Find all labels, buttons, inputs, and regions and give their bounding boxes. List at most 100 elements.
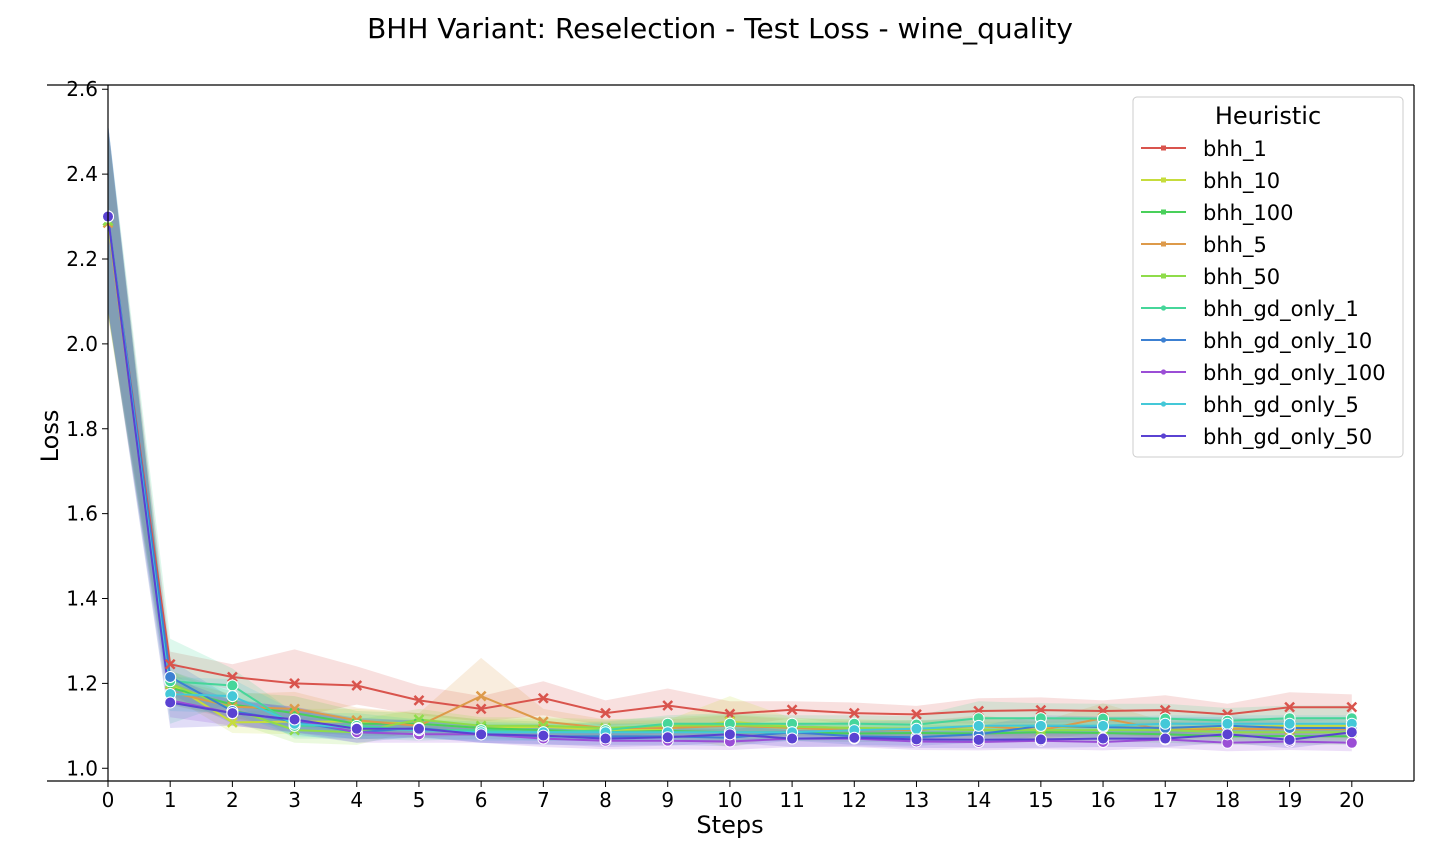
legend-title: Heuristic — [1215, 102, 1321, 130]
series-markers — [102, 210, 1358, 749]
point-bhh_gd_only_5 — [972, 719, 985, 732]
point-bhh_gd_only_50 — [910, 733, 923, 746]
point-bhh_gd_only_50 — [288, 713, 301, 726]
x-tick-label: 9 — [661, 788, 674, 812]
point-bhh_gd_only_50 — [723, 728, 736, 741]
legend-label: bhh_50 — [1203, 265, 1280, 290]
point-bhh_gd_only_50 — [537, 729, 550, 742]
axes — [47, 84, 1415, 782]
y-ticks: 1.0 1.2 1.4 1.6 1.8 2.0 2.2 2.4 2.6 — [66, 77, 108, 780]
point-bhh_gd_only_50 — [350, 722, 363, 735]
x-tick-label: 11 — [779, 788, 804, 812]
y-tick-label: 2.6 — [66, 77, 98, 101]
legend-item-bhh_gd_only_10: bhh_gd_only_10 — [1141, 329, 1372, 354]
chart-title: BHH Variant: Reselection - Test Loss - w… — [367, 12, 1073, 45]
y-tick-label: 1.6 — [66, 502, 98, 526]
x-axis-label: Steps — [696, 811, 763, 839]
point-bhh_gd_only_50 — [786, 732, 799, 745]
point-bhh_gd_only_50 — [661, 731, 674, 744]
point-stroke — [475, 703, 487, 715]
point-stroke — [289, 678, 300, 689]
point-bhh_1 — [537, 692, 549, 704]
point-bhh_gd_only_5 — [910, 722, 923, 735]
x-tick-label: 6 — [475, 788, 488, 812]
point-bhh_gd_only_50 — [164, 696, 177, 709]
point-bhh_gd_only_50 — [972, 733, 985, 746]
x-tick-label: 3 — [288, 788, 301, 812]
point-stroke — [662, 700, 674, 711]
point-bhh_10 — [226, 717, 238, 728]
point-bhh_1 — [164, 658, 176, 670]
point-bhh_1 — [351, 680, 363, 691]
legend-label: bhh_gd_only_5 — [1203, 393, 1359, 418]
x-tick-label: 14 — [966, 788, 991, 812]
y-tick-label: 1.8 — [66, 417, 98, 441]
legend-item-bhh_gd_only_5: bhh_gd_only_5 — [1141, 393, 1359, 418]
x-tick-label: 17 — [1153, 788, 1178, 812]
legend-item-bhh_100: bhh_100 — [1141, 201, 1294, 226]
point-bhh_gd_only_50 — [599, 732, 612, 745]
legend-marker — [1160, 433, 1167, 439]
point-bhh_gd_only_50 — [1034, 733, 1047, 746]
point-bhh_gd_only_50 — [848, 731, 861, 744]
confidence-bands — [108, 123, 1352, 752]
x-ticks: 0 1 2 3 4 5 6 7 8 9 10 11 12 13 14 15 16 17 18 19 20 — [102, 781, 1365, 812]
legend-label: bhh_gd_only_50 — [1203, 425, 1372, 450]
y-tick-label: 2.0 — [66, 332, 98, 356]
y-tick-label: 2.2 — [66, 247, 98, 271]
legend-marker — [1161, 241, 1166, 247]
legend-item-bhh_1: bhh_1 — [1141, 137, 1267, 162]
point-stroke — [413, 694, 425, 706]
x-tick-label: 2 — [226, 788, 239, 812]
x-tick-label: 19 — [1277, 788, 1302, 812]
point-bhh_gd_only_5 — [1283, 717, 1296, 730]
legend-label: bhh_1 — [1203, 137, 1267, 162]
point-bhh_1 — [226, 671, 238, 683]
x-tick-label: 1 — [164, 788, 177, 812]
point-stroke — [911, 708, 922, 720]
legend-marker — [1160, 369, 1167, 375]
point-bhh_1 — [1346, 701, 1358, 713]
x-tick-label: 20 — [1339, 788, 1364, 812]
point-bhh_50 — [413, 714, 425, 725]
point-bhh_5 — [475, 690, 487, 702]
point-stroke — [1159, 704, 1171, 716]
point-bhh_1 — [662, 700, 674, 711]
legend-item-bhh_gd_only_1: bhh_gd_only_1 — [1141, 297, 1359, 322]
legend-item-bhh_10: bhh_10 — [1141, 169, 1280, 194]
point-bhh_5 — [289, 703, 300, 715]
legend-marker — [1160, 305, 1167, 311]
legend: Heuristic bhh_1 bhh_10 bhh_100 bhh_5 bhh_50b… — [1132, 96, 1404, 458]
legend-label: bhh_gd_only_10 — [1203, 329, 1372, 354]
x-tick-label: 8 — [599, 788, 612, 812]
legend-marker — [1161, 273, 1166, 279]
x-tick-label: 18 — [1215, 788, 1240, 812]
point-bhh_gd_only_50 — [1345, 726, 1358, 739]
legend-item-bhh_5: bhh_5 — [1141, 233, 1267, 258]
legend-item-bhh_gd_only_50: bhh_gd_only_50 — [1141, 425, 1372, 450]
x-tick-label: 5 — [413, 788, 426, 812]
legend-marker — [1160, 401, 1167, 407]
point-bhh_gd_only_10 — [164, 671, 177, 684]
legend-item-bhh_50: bhh_50 — [1141, 265, 1280, 290]
point-bhh_gd_only_5 — [1221, 717, 1234, 730]
point-stroke — [848, 707, 860, 719]
legend-label: bhh_gd_only_100 — [1203, 361, 1386, 386]
point-bhh_gd_only_50 — [226, 707, 239, 720]
point-bhh_1 — [1284, 701, 1296, 713]
y-tick-label: 1.4 — [66, 587, 98, 611]
point-bhh_1 — [475, 703, 487, 715]
x-tick-label: 12 — [842, 788, 867, 812]
point-bhh_gd_only_50 — [1097, 732, 1110, 745]
point-bhh_1 — [289, 678, 300, 689]
legend-label: bhh_10 — [1203, 169, 1280, 194]
legend-label: bhh_100 — [1203, 201, 1294, 226]
x-tick-label: 7 — [537, 788, 550, 812]
point-stroke — [164, 658, 176, 670]
legend-label: bhh_gd_only_1 — [1203, 297, 1359, 322]
band-bhh_1 — [108, 127, 1352, 727]
point-bhh_1 — [786, 704, 798, 716]
point-bhh_gd_only_50 — [1221, 728, 1234, 741]
point-bhh_gd_only_50 — [1283, 733, 1296, 746]
